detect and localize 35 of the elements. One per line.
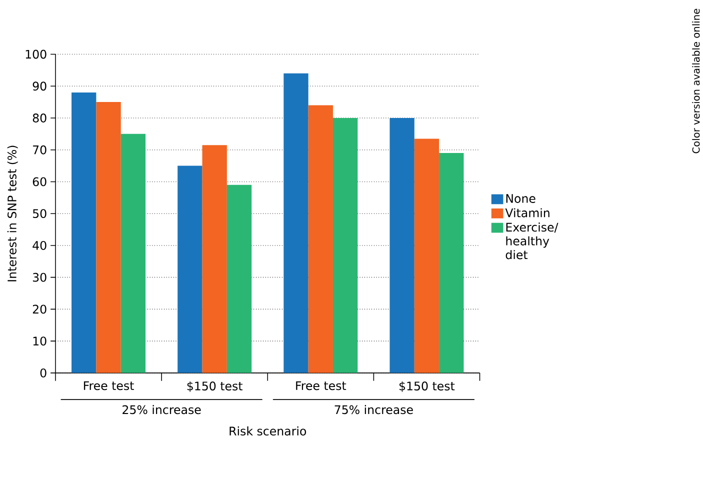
x-tick-label: $150 test [187,381,242,392]
text: Color version available online [692,8,700,154]
bar [390,118,414,373]
bar [414,138,440,373]
y-tick-label: 10 [33,336,46,346]
y-tick-label: 100 [26,50,46,59]
y-tick-label: 30 [32,272,46,282]
bar [226,184,252,373]
y-tick-label: 0 [40,368,46,378]
x-tick-label: Free test [84,381,134,390]
y-tick-label: 80 [32,113,46,122]
y-tick-label: 90 [32,82,46,90]
bar [178,166,202,373]
legend-label: Exercise/ healthy diet [506,222,558,260]
y-tick-label: 20 [32,304,46,314]
bar [332,118,358,373]
bar [72,92,96,373]
y-tick-label: 50 [32,208,46,218]
x-tick-label: $150 test [399,381,455,392]
y-tick-label: 70 [33,145,46,154]
text: 75% increase [334,404,413,414]
y-tick-label: 40 [32,240,46,250]
bar [120,134,146,373]
bar [96,102,121,373]
y-tick-label: 60 [32,177,46,186]
text: 25% increase [122,404,201,414]
x-tick-label: Free test [296,381,346,390]
bar [202,144,227,373]
y-axis-title: Interest in SNP test (%) [7,146,18,282]
bar [439,152,464,373]
legend-label: None [506,194,536,203]
bar [284,73,308,373]
x-axis-title: Risk scenario [230,426,306,436]
bar [308,105,333,373]
legend-label: Vitamin [505,208,550,218]
